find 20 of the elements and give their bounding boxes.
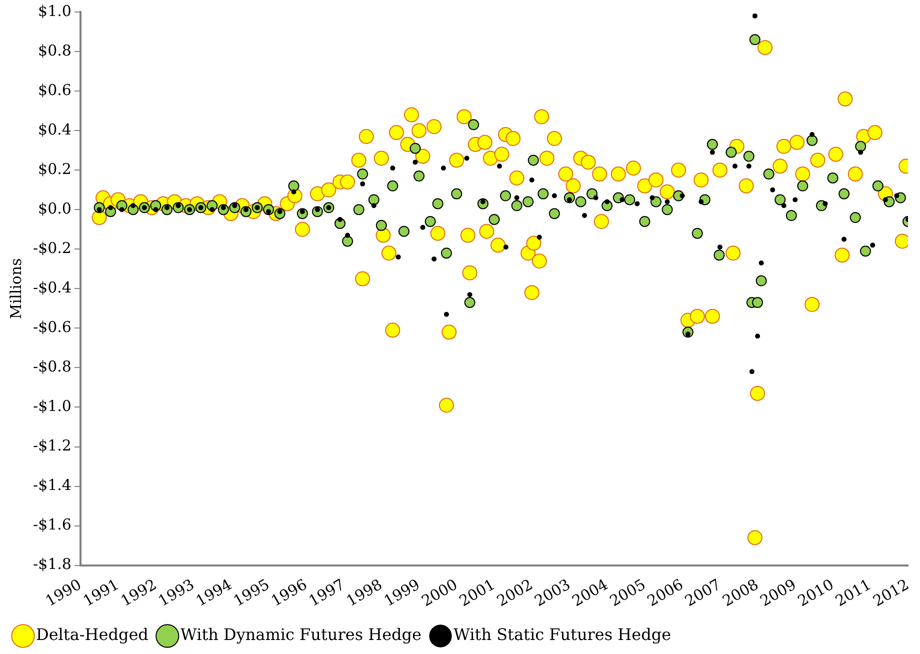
y-tick-label: -$1.8 (33, 555, 72, 574)
y-tick-label: -$1.0 (33, 397, 72, 416)
y-axis-title: Millions (6, 258, 25, 320)
y-tick-label: -$0.6 (33, 318, 72, 336)
y-tick-label: -$1.2 (33, 436, 72, 455)
y-tick-label: -$0.8 (33, 358, 72, 376)
y-tick-label: -$0.4 (33, 278, 72, 297)
legend-label: With Static Futures Hedge (453, 625, 672, 644)
y-tick-label: $1.0 (38, 2, 72, 20)
y-tick-label: $0.4 (38, 120, 72, 138)
y-tick-label: $0.0 (38, 200, 72, 218)
legend-label: Delta-Hedged (36, 625, 148, 644)
x-tick-label: 1991 (80, 575, 122, 610)
legend-label: With Dynamic Futures Hedge (180, 625, 422, 644)
y-tick-label: -$1.4 (33, 476, 72, 494)
y-tick-label: $0.8 (38, 41, 72, 60)
y-tick-label: $0.6 (38, 80, 72, 99)
y-tick-label: -$1.6 (33, 516, 72, 534)
y-tick-label: -$0.2 (33, 239, 72, 258)
y-tick-label: $0.2 (38, 160, 72, 178)
